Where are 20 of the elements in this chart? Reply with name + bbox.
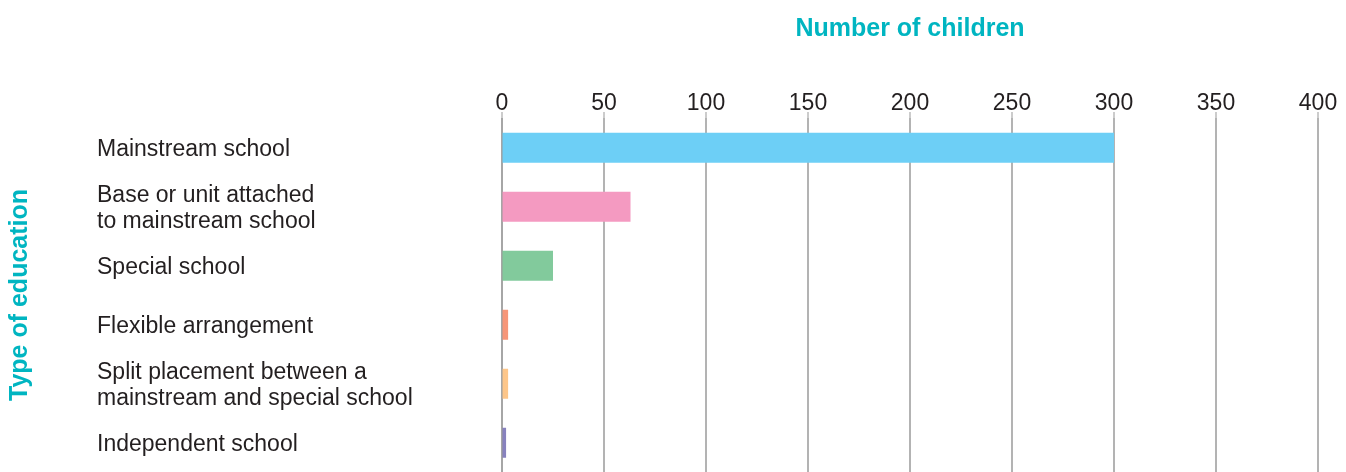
x-tick-label: 350: [1196, 89, 1236, 115]
x-tick-label: 200: [890, 89, 930, 115]
x-tick-label: 250: [992, 89, 1032, 115]
x-tick-label: 300: [1094, 89, 1134, 115]
bar: [502, 250, 553, 281]
x-tick-label: 400: [1298, 89, 1338, 115]
y-tick-label: Flexible arrangement: [97, 311, 314, 338]
y-tick-label: Mainstream school: [97, 134, 291, 161]
y-tick-label: Independent school: [97, 429, 298, 456]
x-axis-title: Number of children: [795, 12, 1025, 41]
x-tick-label: 50: [591, 89, 617, 115]
bar: [502, 191, 631, 222]
y-axis-title: Type of education: [3, 188, 32, 402]
y-tick-label: Base or unit attached to mainstream school: [97, 180, 316, 233]
x-tick-label: 100: [686, 89, 726, 115]
y-tick-label: Special school: [97, 252, 246, 279]
bar: [502, 132, 1114, 163]
y-tick-label: Split placement between a mainstream and special school: [97, 357, 413, 410]
x-tick-label: 0: [495, 89, 509, 115]
x-tick-label: 150: [788, 89, 828, 115]
